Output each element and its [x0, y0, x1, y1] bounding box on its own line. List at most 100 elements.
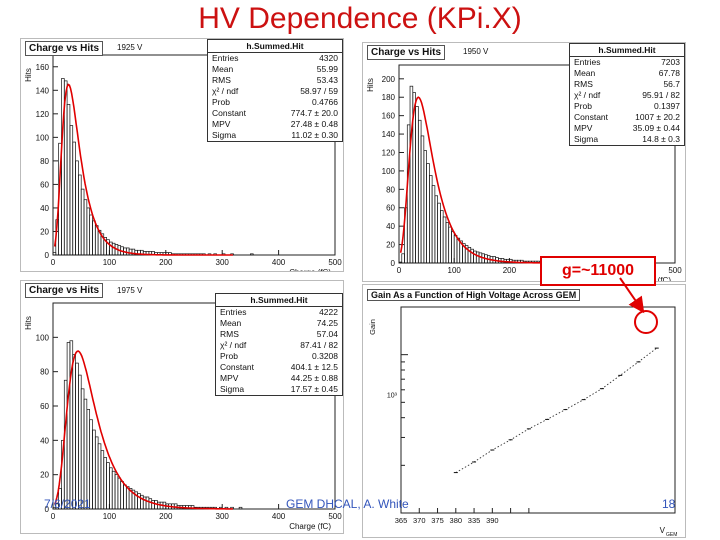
- stats-header: h.Summed.Hit: [570, 44, 684, 57]
- stats-row: χ² / ndf 87.41 / 82: [216, 340, 342, 351]
- y-tick-label: 0: [45, 251, 50, 260]
- histogram-bin: [437, 202, 441, 264]
- histogram-bin: [75, 362, 79, 510]
- page-number: 18: [662, 497, 676, 511]
- stats-row: RMS 56.7: [570, 79, 684, 90]
- y-tick-label: 140: [36, 86, 50, 95]
- histogram-bin: [114, 474, 119, 510]
- histogram-bin: [100, 450, 105, 510]
- histogram-bin: [72, 354, 76, 510]
- stats-row: Prob 0.4766: [208, 97, 342, 108]
- stats-value: 7203: [661, 57, 680, 67]
- histogram-panel-1950v: 0204060801001201401601802000100200300400…: [362, 42, 686, 282]
- histogram-bin: [80, 188, 85, 256]
- gain-panel-title: Gain As a Function of High Voltage Acros…: [367, 289, 581, 301]
- stats-value: 17.57 ± 0.45: [290, 384, 338, 394]
- histogram-bin: [69, 125, 74, 256]
- y-axis-label: Hits: [24, 68, 33, 82]
- histogram-bin: [86, 409, 91, 510]
- x-tick-label: 400: [272, 512, 286, 521]
- histogram-bin: [148, 498, 153, 510]
- histogram-panel-1925v: 0 20 40 60 80 100 120 140 160 0 100 200 300 400 500 Hit…: [20, 38, 344, 272]
- stats-value: 1007 ± 20.2: [635, 112, 680, 122]
- landau-fit-curve: [53, 83, 233, 256]
- histogram-bin: [109, 467, 113, 510]
- histogram-bin: [92, 429, 96, 510]
- stats-key: Constant: [212, 108, 247, 118]
- stats-key: Prob: [574, 101, 592, 111]
- histogram-bin: [420, 135, 425, 264]
- histogram-bin: [445, 222, 450, 264]
- stats-key: Sigma: [574, 134, 599, 144]
- footer-center: GEM DHCAL, A. White: [286, 497, 409, 511]
- gain-vs-voltage-panel: 365 370 375 380 335 390 10³ Gain V GEM Gain As a …: [362, 284, 686, 538]
- histogram-bin: [117, 477, 122, 510]
- histogram-bin: [145, 496, 150, 510]
- panel-voltage: 1975 V: [117, 286, 143, 295]
- stats-key: Constant: [220, 362, 255, 372]
- x-tick-label: 390: [486, 516, 499, 525]
- y-tick-label: 160: [382, 112, 396, 121]
- y-tick-label: 100: [382, 167, 396, 176]
- stats-value: 11.02 ± 0.30: [291, 130, 338, 140]
- stats-row: Sigma 14.8 ± 0.3: [570, 134, 684, 145]
- x-tick-label: 380: [450, 516, 463, 525]
- histogram-bin: [123, 484, 127, 510]
- histogram-bin: [448, 226, 452, 264]
- histogram-bin: [63, 379, 68, 510]
- stats-value: 74.25: [316, 318, 338, 328]
- stats-key: χ² / ndf: [220, 340, 247, 350]
- stats-value: 67.78: [658, 68, 680, 78]
- stats-value: 404.1 ± 12.5: [290, 362, 338, 372]
- stats-key: RMS: [212, 75, 231, 85]
- y-tick-label: 0: [45, 505, 50, 514]
- stats-key: χ² / ndf: [212, 86, 239, 96]
- stats-value: 95.91 / 82: [642, 90, 680, 100]
- x-tick-label: 375: [431, 516, 444, 525]
- stats-row: MPV 27.48 ± 0.48: [208, 119, 342, 130]
- histogram-bin: [89, 214, 93, 256]
- stats-row: Mean 74.25: [216, 318, 342, 329]
- histogram-bin: [92, 220, 96, 256]
- y-tick-label: 20: [40, 227, 49, 236]
- stats-value: 55.99: [316, 64, 338, 74]
- stats-row: RMS 53.43: [208, 75, 342, 86]
- stats-value: 0.1397: [654, 101, 680, 111]
- stats-row: Constant 774.7 ± 20.0: [208, 108, 342, 119]
- stats-key: Sigma: [212, 130, 237, 140]
- stats-key: Mean: [574, 68, 596, 78]
- plot-frame: [400, 306, 676, 514]
- stats-value: 53.43: [316, 75, 338, 85]
- stats-key: Prob: [212, 97, 230, 107]
- y-tick-label: 80: [386, 185, 395, 194]
- histogram-bin: [473, 250, 477, 264]
- y-tick-label: 60: [386, 204, 395, 213]
- x-axis-label: V: [660, 526, 666, 535]
- highlight-circle: [634, 310, 658, 334]
- histogram-bin: [111, 470, 116, 510]
- x-axis-label: Charge (fC): [289, 268, 331, 271]
- stats-value: 58.97 / 59: [300, 86, 338, 96]
- histogram-bin: [80, 388, 85, 510]
- stats-row: MPV 44.25 ± 0.88: [216, 373, 342, 384]
- stats-row: Sigma 11.02 ± 0.30: [208, 130, 342, 141]
- stats-row: RMS 57.04: [216, 329, 342, 340]
- stats-row: Mean 67.78: [570, 68, 684, 79]
- histogram-bin: [75, 160, 79, 256]
- y-tick-label: 60: [40, 402, 49, 411]
- x-tick-label: 365: [395, 516, 408, 525]
- y-tick-label: 20: [40, 471, 49, 480]
- histogram-bin: [238, 506, 243, 510]
- stats-value: 44.25 ± 0.88: [290, 373, 338, 383]
- stats-key: Entries: [220, 307, 247, 317]
- y-tick-label: 60: [40, 180, 49, 189]
- x-tick-label: 300: [216, 512, 230, 521]
- x-tick-label: 0: [397, 266, 402, 275]
- histogram-bin: [78, 174, 82, 256]
- histogram-bin: [72, 141, 76, 256]
- stats-value: 87.41 / 82: [300, 340, 338, 350]
- stats-box: h.Summed.Hit Entries 7203 Mean 67.78 RMS 56.7…: [569, 43, 685, 146]
- histogram-bin: [415, 106, 419, 264]
- stats-value: 35.09 ± 0.44: [632, 123, 680, 133]
- x-tick-label: 100: [448, 266, 462, 275]
